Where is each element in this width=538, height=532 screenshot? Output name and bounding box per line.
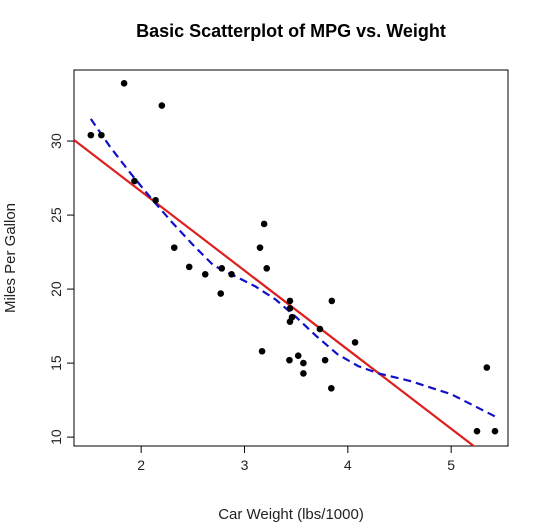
data-point <box>286 305 294 312</box>
data-point <box>491 427 499 435</box>
data-point <box>152 196 159 204</box>
data-point <box>260 220 268 228</box>
lowess-curve <box>89 118 496 418</box>
data-point <box>217 290 225 297</box>
data-point <box>201 270 209 278</box>
data-point <box>316 325 324 333</box>
y-tick-label: 20 <box>48 281 64 297</box>
chart-title: Basic Scatterplot of MPG vs. Weight <box>136 21 446 41</box>
data-point <box>483 364 491 371</box>
plot-area <box>74 80 499 446</box>
data-point <box>300 370 307 377</box>
data-point <box>321 356 329 364</box>
data-point <box>258 347 266 355</box>
data-point <box>228 270 235 278</box>
data-point <box>98 131 105 139</box>
data-point <box>218 265 226 272</box>
data-point <box>185 263 193 271</box>
data-point <box>131 177 138 185</box>
data-point <box>263 265 271 272</box>
y-tick-label: 25 <box>48 207 64 223</box>
data-point <box>328 384 335 392</box>
data-point <box>256 244 264 251</box>
x-tick-label: 4 <box>344 457 352 473</box>
x-axis-label: Car Weight (lbs/1000) <box>218 506 364 523</box>
x-tick-label: 2 <box>137 457 145 473</box>
data-point <box>351 339 359 346</box>
y-axis: 10 15 20 25 30 <box>48 133 75 445</box>
data-point <box>286 356 293 364</box>
data-point <box>87 131 95 139</box>
data-point <box>286 297 294 305</box>
x-tick-label: 3 <box>241 457 249 473</box>
data-point <box>328 297 336 305</box>
x-tick-label: 5 <box>447 457 455 473</box>
y-tick-label: 10 <box>48 429 64 445</box>
data-point <box>473 427 481 435</box>
plot-frame <box>73 69 509 447</box>
y-tick-label: 30 <box>48 133 64 149</box>
data-point <box>120 80 128 87</box>
data-point <box>288 313 296 321</box>
data-point <box>294 352 302 360</box>
y-axis-label: Miles Per Gallon <box>2 203 19 313</box>
y-tick-label: 15 <box>48 355 64 371</box>
data-point <box>158 102 166 109</box>
x-axis: 2 3 4 5 <box>137 445 455 473</box>
data-point <box>170 244 178 251</box>
data-point <box>300 359 307 367</box>
